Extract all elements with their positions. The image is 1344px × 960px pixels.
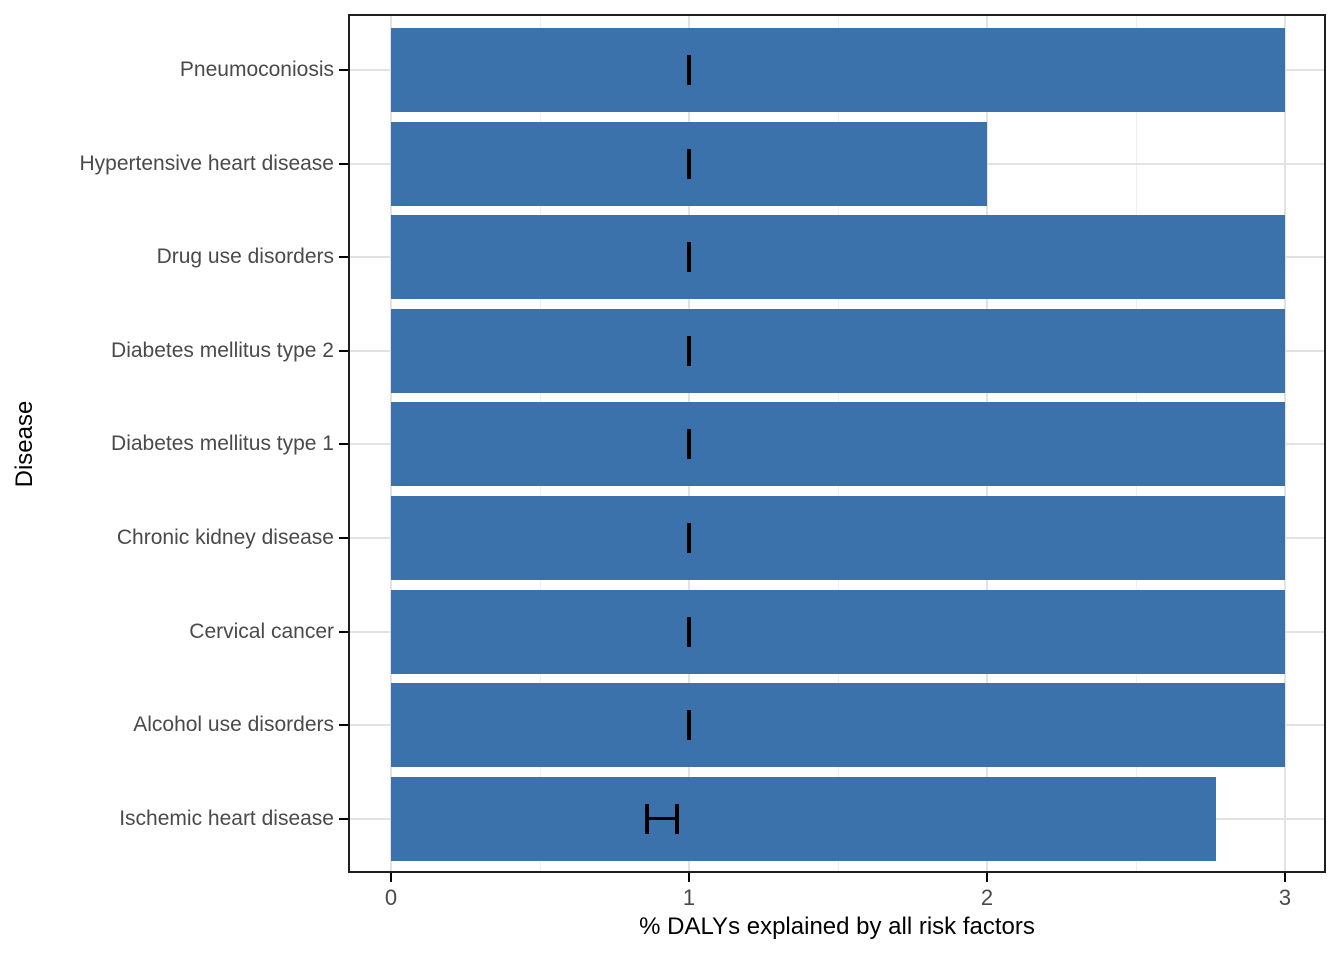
- y-axis-tick: [339, 256, 348, 259]
- y-axis-tick: [339, 817, 348, 820]
- error-bar-cap: [687, 148, 691, 179]
- x-axis-tick: [986, 873, 988, 882]
- y-tick-label: Ischemic heart disease: [119, 806, 334, 830]
- y-axis-tick: [339, 724, 348, 727]
- bar: [391, 215, 1285, 300]
- error-bar-cap: [687, 55, 691, 85]
- error-bar-cap: [645, 803, 650, 834]
- x-tick-label: 1: [682, 885, 696, 910]
- error-bar-cap: [687, 242, 691, 273]
- y-axis-tick: [339, 537, 348, 539]
- bar: [391, 496, 1285, 580]
- y-axis-tick: [339, 162, 348, 165]
- x-axis-title: % DALYs explained by all risk factors: [639, 913, 1035, 940]
- bar: [391, 308, 1285, 393]
- x-tick-label: 3: [1278, 885, 1292, 910]
- y-axis-tick: [339, 349, 348, 352]
- bar: [391, 402, 1285, 487]
- x-tick-label: 0: [384, 885, 398, 910]
- error-bar-cap: [687, 523, 691, 553]
- y-tick-label: Chronic kidney disease: [116, 526, 334, 549]
- bar: [391, 776, 1217, 861]
- y-tick-label: Pneumoconiosis: [179, 58, 334, 81]
- y-tick-label: Diabetes mellitus type 2: [111, 338, 334, 362]
- bar: [391, 589, 1285, 674]
- y-tick-label: Drug use disorders: [156, 245, 334, 269]
- plot-panel: [348, 14, 1326, 873]
- error-bar-cap: [687, 429, 691, 460]
- error-bar-cap: [687, 335, 691, 366]
- error-bar-line: [647, 817, 678, 821]
- error-bar-cap: [687, 710, 691, 741]
- error-bar-cap: [687, 616, 691, 647]
- y-tick-label: Alcohol use disorders: [133, 713, 334, 737]
- y-tick-label: Cervical cancer: [189, 619, 334, 643]
- y-axis-tick: [339, 69, 348, 71]
- bar: [391, 683, 1285, 768]
- y-axis-tick: [339, 630, 348, 633]
- error-bar-cap: [675, 803, 680, 834]
- x-tick-label: 2: [980, 885, 994, 910]
- y-tick-label: Hypertensive heart disease: [79, 151, 334, 175]
- y-tick-label: Diabetes mellitus type 1: [111, 432, 334, 456]
- y-axis-tick: [339, 443, 348, 446]
- x-axis-tick: [390, 873, 392, 882]
- bar: [391, 28, 1285, 112]
- x-axis-tick: [688, 873, 690, 882]
- x-axis-tick: [1284, 873, 1286, 882]
